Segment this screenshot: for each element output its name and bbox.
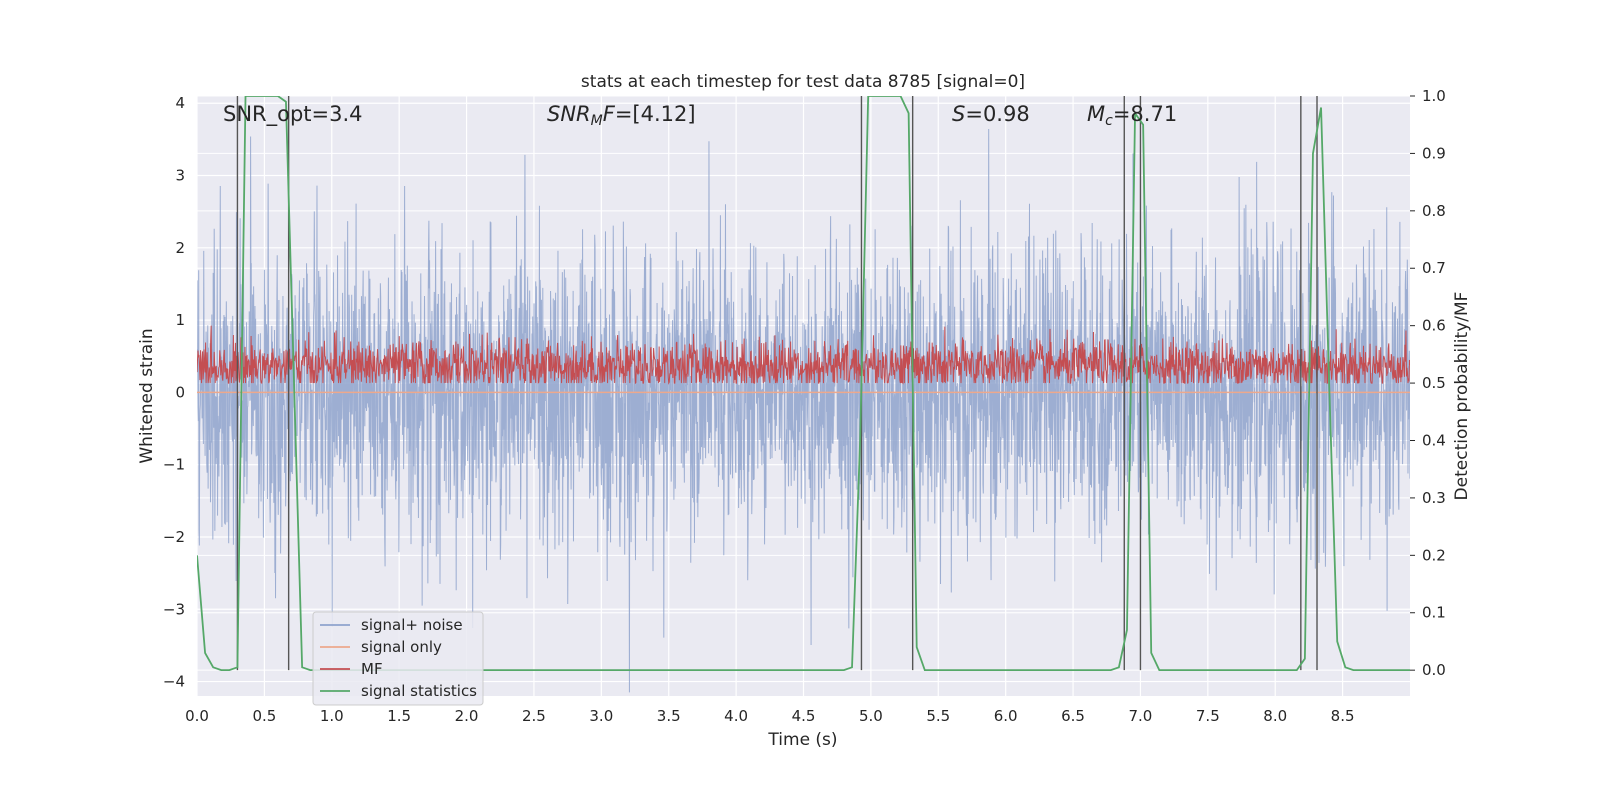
x-tick-label: 7.0 [1129,707,1153,725]
annotation-s: S=0.98 [952,102,1030,126]
x-tick-label: 6.0 [994,707,1018,725]
y2-tick-label: 0.1 [1422,604,1446,622]
series-signal-statistics [197,96,1410,672]
y2-tick-label: 0.8 [1422,202,1446,220]
y2-tick-label: 0.0 [1422,661,1446,679]
legend-label-signal-only: signal only [361,638,442,656]
annotation-snr-mf: SNRMF=[4.12] [547,102,696,129]
legend-label-signal-noise: signal+ noise [361,616,463,634]
legend: signal+ noise signal only MF signal stat… [312,611,484,706]
mc-symbol: M [1087,102,1105,126]
x-tick-label: 1.5 [387,707,411,725]
x-tick-label: 7.5 [1196,707,1220,725]
snr-mf-value: =[4.12] [615,102,696,126]
y-tick-label: −4 [163,673,185,691]
x-tick-label: 4.0 [724,707,748,725]
y-tick-label: 3 [175,167,185,185]
s-symbol: S [952,102,965,126]
annotation-mc: Mc=8.71 [1087,102,1177,129]
x-tick-label: 0.5 [252,707,276,725]
legend-label-mf: MF [361,660,383,678]
x-tick-label: 8.5 [1331,707,1355,725]
y2-tick-label: 0.6 [1422,317,1446,335]
legend-label-signal-statistics: signal statistics [361,682,477,700]
x-tick-label: 5.5 [926,707,950,725]
x-tick-label: 4.5 [792,707,816,725]
y2-tick-label: 0.5 [1422,374,1446,392]
y2-tick-label: 0.7 [1422,259,1446,277]
snr-mf-symbol: SNR [547,102,591,126]
y2-tick-label: 0.9 [1422,144,1446,162]
y2-tick-label: 0.3 [1422,489,1446,507]
series-mf [197,325,1410,385]
y2-tick-label: 0.4 [1422,431,1446,449]
y-tick-label: −3 [163,600,185,618]
y-tick-label: −1 [163,456,185,474]
y2-tick-label: 1.0 [1422,87,1446,105]
y2-tick-label: 0.2 [1422,546,1446,564]
x-tick-label: 2.5 [522,707,546,725]
y-tick-labels: −4 −3 −2 −1 0 1 2 3 4 [163,94,185,690]
y-tick-label: 4 [175,94,185,112]
y-axis-label: Whitened strain [137,328,157,463]
x-tick-label: 3.5 [657,707,681,725]
y-tick-label: 2 [175,239,185,257]
x-tick-label: 8.0 [1263,707,1287,725]
chart-title: stats at each timestep for test data 878… [581,72,1025,92]
x-tick-label: 0.0 [185,707,209,725]
y-tick-label: −2 [163,528,185,546]
legend-box [312,611,484,706]
y-tick-label: 0 [175,383,185,401]
x-tick-label: 6.5 [1061,707,1085,725]
x-tick-labels: 0.0 0.5 1.0 1.5 2.0 2.5 3.0 3.5 4.0 4.5 5.0 5.5 6.0 6… [185,707,1354,725]
s-value: =0.98 [965,102,1029,126]
x-tick-label: 5.0 [859,707,883,725]
snr-mf-f: F [603,102,616,126]
x-axis-label: Time (s) [767,730,837,750]
y2-tick-labels: 0.0 0.1 0.2 0.3 0.4 0.5 0.6 0.7 0.8 0.9 1.0 [1410,87,1446,679]
x-tick-label: 2.0 [455,707,479,725]
x-tick-label: 3.0 [589,707,613,725]
mc-value: =8.71 [1113,102,1177,126]
series-signal-noise [197,128,1410,693]
annotation-snr-opt: SNR_opt=3.4 [223,102,363,127]
mc-subscript: c [1105,113,1113,129]
x-tick-label: 1.0 [320,707,344,725]
y-tick-label: 1 [175,311,185,329]
y2-axis-label: Detection probability/MF [1452,292,1472,501]
snr-mf-subscript: M [591,113,603,129]
